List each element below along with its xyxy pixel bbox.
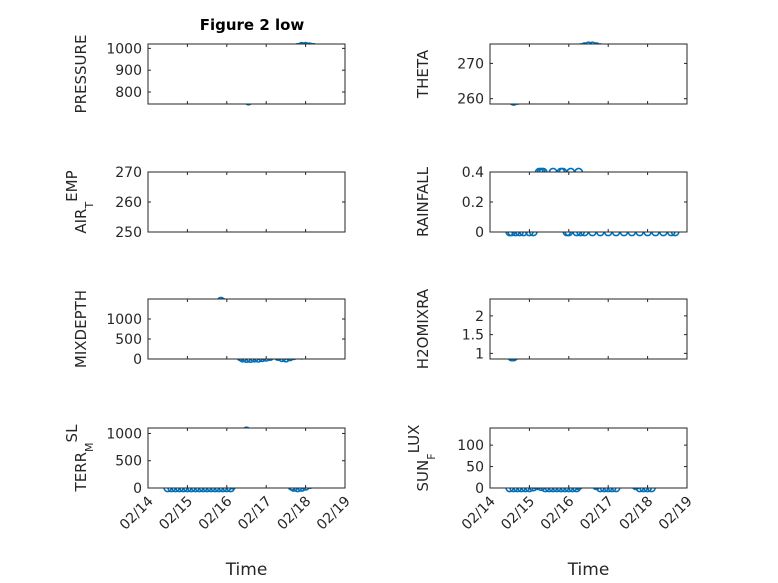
x-tick-label: 02/19 [656, 493, 696, 533]
x-tick-label: 02/18 [275, 493, 315, 533]
subplot-h2omixra: 1 1.5 2 H2OMIXRA [414, 288, 688, 369]
y-tick-label: 1 [475, 346, 484, 362]
y-axis-label: H2OMIXRA [414, 288, 432, 369]
y-tick-label: 270 [457, 56, 484, 72]
y-tick-label: 260 [457, 92, 484, 108]
axes-frame [147, 427, 346, 489]
x-axis-label: Time [567, 560, 610, 580]
subplot-sun-flux: 0 50 100 02/14 02/15 02/16 02/17 02/18 02/19 Time… [405, 425, 696, 580]
figure-title: Figure 2 low [200, 16, 305, 34]
x-tick-label: 02/15 [156, 493, 196, 533]
x-tick-label: 02/15 [498, 493, 538, 533]
y-tick-label: 1000 [106, 426, 142, 442]
y-tick-label: 260 [115, 195, 142, 211]
y-tick-label: 0 [133, 481, 142, 497]
x-tick-label: 02/14 [459, 493, 499, 533]
y-tick-label: 0 [475, 225, 484, 241]
y-axis-label: MIXDEPTH [72, 290, 90, 368]
y-tick-label: 270 [115, 165, 142, 181]
axes-frame [489, 298, 688, 360]
x-tick-label: 02/17 [577, 493, 617, 533]
y-axis-label: PRESSURE [72, 35, 90, 114]
y-tick-label: 50 [466, 460, 484, 476]
x-tick-label: 02/16 [538, 493, 578, 533]
y-tick-label: 0.4 [462, 165, 484, 181]
y-tick-label: 1000 [106, 41, 142, 57]
y-tick-label: 1.5 [462, 328, 484, 344]
axes-frame [147, 298, 346, 360]
x-tick-label: 02/16 [196, 493, 236, 533]
x-tick-label: 02/17 [235, 493, 275, 533]
subplot-air-temp: 250 260 270 AIRTEMP [63, 165, 346, 241]
y-tick-label: 500 [115, 332, 142, 348]
y-tick-label: 2 [475, 309, 484, 325]
x-axis-label: Time [225, 560, 268, 580]
y-axis-label: TERRMSL [63, 424, 96, 493]
x-tick-label: 02/18 [617, 493, 657, 533]
y-tick-label: 500 [115, 454, 142, 470]
subplot-rainfall: 0 0.2 0.4 RAINFALL [414, 165, 688, 241]
y-tick-label: 1000 [106, 312, 142, 328]
y-axis-label: RAINFALL [414, 166, 432, 237]
x-tick-label: 02/14 [117, 493, 157, 533]
y-axis-label: AIRTEMP [63, 170, 96, 233]
axes-frame [489, 43, 688, 105]
axes-frame [489, 171, 688, 233]
y-tick-label: 0.2 [462, 195, 484, 211]
subplot-mixdepth: 0 500 1000 MIXDEPTH [72, 290, 346, 368]
y-tick-label: 250 [115, 225, 142, 241]
subplot-theta: 260 270 THETA [414, 41, 688, 108]
y-tick-label: 0 [475, 481, 484, 497]
y-axis-label: SUNFLUX [405, 425, 438, 492]
y-tick-label: 900 [115, 63, 142, 79]
x-tick-label: 02/19 [314, 493, 354, 533]
axes-frame [147, 43, 346, 105]
y-axis-label: THETA [414, 49, 432, 99]
axes-frame [489, 427, 688, 489]
axes-frame [147, 171, 346, 233]
subplot-terr-msl: 0 500 1000 02/14 02/15 02/16 02/17 02/18 02/19 Ti… [63, 424, 354, 580]
y-tick-label: 100 [457, 438, 484, 454]
y-tick-label: 800 [115, 85, 142, 101]
subplot-pressure: 800 900 1000 PRESSURE [72, 35, 346, 114]
y-tick-label: 0 [133, 352, 142, 368]
